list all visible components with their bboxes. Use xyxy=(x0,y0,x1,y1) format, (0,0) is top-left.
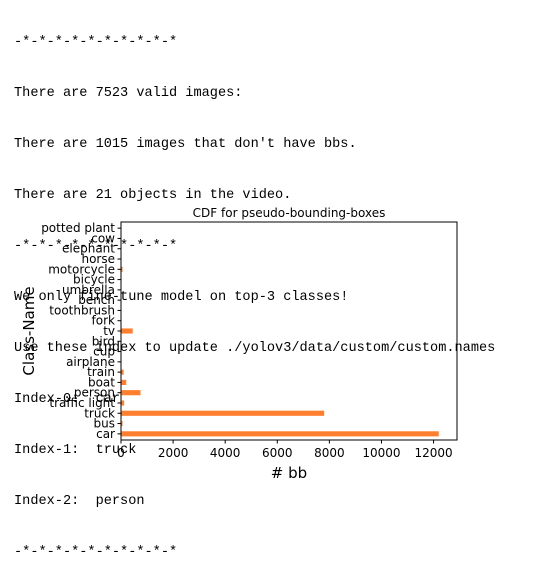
bar-truck xyxy=(121,411,324,416)
y-axis-label: Class-Name xyxy=(20,286,38,375)
x-tick-labels: 0 2000 4000 6000 8000 10000 12000 xyxy=(117,440,452,460)
console-line: There are 7523 valid images: xyxy=(14,85,495,102)
chart-title: CDF for pseudo-bounding-boxes xyxy=(193,206,386,220)
console-line: -*-*-*-*-*-*-*-*-*-* xyxy=(14,34,495,51)
x-tick-label: 6000 xyxy=(262,446,293,460)
console-line: -*-*-*-*-*-*-*-*-*-* xyxy=(14,544,495,561)
x-tick-label: 2000 xyxy=(158,446,189,460)
x-tick-label: 10000 xyxy=(362,446,400,460)
x-axis-label: # bb xyxy=(271,464,307,482)
bar-tv xyxy=(121,328,133,333)
x-tick-label: 12000 xyxy=(414,446,452,460)
x-tick-label: 0 xyxy=(117,446,125,460)
console-line: Index-2: person xyxy=(14,493,495,510)
bar-boat xyxy=(121,380,126,385)
bar-car xyxy=(121,431,439,436)
y-tick-label-potted-plant: potted plant xyxy=(41,221,115,235)
bar-person xyxy=(121,390,141,395)
bar-chart: CDF for pseudo-bounding-boxes carbustruc… xyxy=(0,200,540,486)
console-line: There are 1015 images that don't have bb… xyxy=(14,136,495,153)
x-tick-label: 8000 xyxy=(314,446,345,460)
plot-frame xyxy=(121,222,457,440)
x-tick-label: 4000 xyxy=(210,446,241,460)
bars-group xyxy=(121,226,439,437)
